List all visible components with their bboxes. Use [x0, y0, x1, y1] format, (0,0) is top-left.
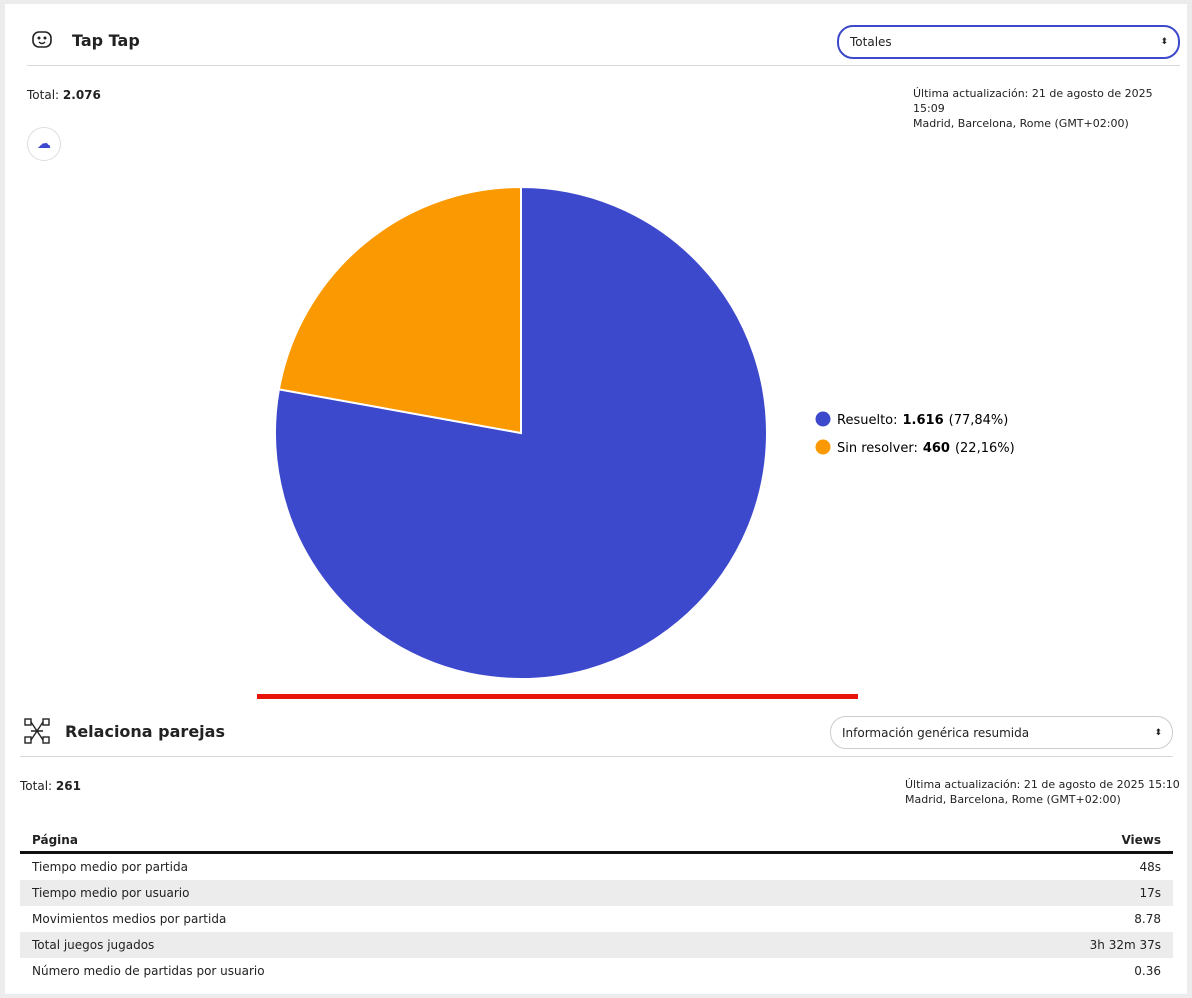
select[interactable]: Información genérica resumida ⬍	[830, 716, 1173, 749]
total-value: 2.076	[62, 88, 101, 102]
updated-line: Madrid, Barcelona, Rome (GMT+02:00)	[905, 793, 1121, 806]
updated: Última actualización: 21 de agosto de 20…	[905, 777, 1180, 807]
card-title: Tap Tap	[72, 31, 140, 50]
total-label: Total:	[27, 88, 60, 102]
pie-slice	[277, 185, 522, 435]
total-label: Total:	[20, 779, 53, 793]
cell: Número medio de partidas por usuario	[32, 964, 265, 978]
legend-entry: Sin resolver: 460 (22,16%)	[837, 441, 1015, 456]
legend-label: Resuelto:	[837, 413, 898, 428]
divider	[20, 756, 1173, 757]
legend-percent: (22,16%)	[955, 441, 1015, 456]
cell: Tiempo medio por usuario	[20, 880, 861, 906]
cell: Tiempo medio por partida	[32, 860, 188, 874]
table-row: Tiempo medio por partida 48s	[20, 853, 1173, 881]
cell: 48s	[1139, 860, 1161, 874]
legend-marker	[815, 411, 831, 427]
updated: Última actualización: 21 de agosto de 20…	[913, 86, 1187, 131]
legend-value: 1.616	[903, 413, 944, 428]
total: Total: 2.076	[27, 88, 101, 102]
total: Total: 261	[20, 779, 81, 793]
updated-line: Última actualización: 21 de agosto de 20…	[913, 87, 1153, 115]
updated-line: Madrid, Barcelona, Rome (GMT+02:00)	[913, 117, 1129, 130]
select-text: Información genérica resumida	[842, 725, 1030, 740]
select-text: Totales	[850, 35, 892, 49]
legend-label: Sin resolver:	[837, 441, 918, 456]
cell: 3h 32m 37s	[860, 932, 1173, 958]
updated-line: Última actualización: 21 de agosto de 20…	[905, 778, 1180, 791]
divider	[27, 65, 1180, 66]
legend-entry: Resuelto: 1.616 (77,84%)	[837, 413, 1008, 428]
table-row: Número medio de partidas por usuario 0.36	[20, 958, 1173, 984]
icon	[32, 31, 52, 48]
cell: 0.36	[1134, 964, 1161, 978]
card-title: Relaciona parejas	[65, 722, 225, 741]
table-row: Movimientos medios por partida 8.78	[20, 906, 1173, 932]
select[interactable]: Totales ⬍	[837, 25, 1180, 59]
legend-marker	[815, 439, 831, 455]
table: Página Views Tiempo medio por partida 48s T…	[20, 829, 1173, 984]
table-row: Tiempo medio por usuario 17s	[20, 880, 1173, 906]
legend-percent: (77,84%)	[949, 413, 1009, 428]
legend-value: 460	[923, 441, 950, 456]
total-value: 261	[55, 779, 81, 793]
download-button[interactable]: ☁	[27, 127, 61, 161]
cell: Movimientos medios por partida	[32, 912, 227, 926]
header-cell: Views	[860, 829, 1173, 854]
header-cell: Página	[20, 829, 861, 854]
table-row: Total juegos jugados 3h 32m 37s	[20, 932, 1173, 958]
icon	[24, 718, 50, 744]
cell: 8.78	[1134, 912, 1161, 926]
chart: Resuelto: 1.616 (77,84%) Sin resolver: 460 (2…	[274, 185, 1015, 680]
card: Tap Tap Totales ⬍ Total: 2.076 Última act…	[5, 4, 1187, 994]
cell: 17s	[860, 880, 1173, 906]
highlight-line	[257, 694, 858, 699]
cell: Total juegos jugados	[20, 932, 861, 958]
